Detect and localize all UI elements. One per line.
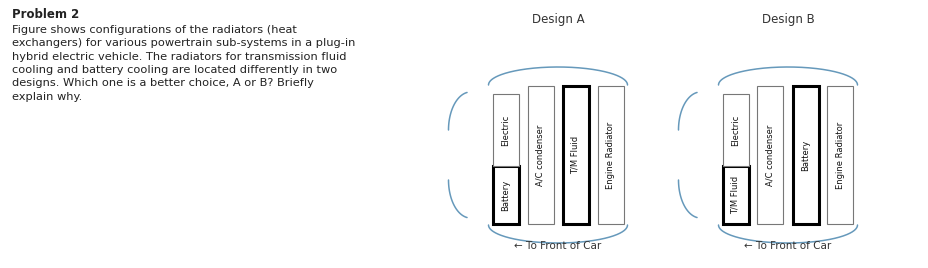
Text: ← To Front of Car: ← To Front of Car xyxy=(514,241,601,251)
Bar xyxy=(492,94,518,166)
Bar xyxy=(527,86,553,224)
Text: Battery: Battery xyxy=(800,139,809,171)
Bar xyxy=(561,86,587,224)
Bar xyxy=(827,86,853,224)
Bar xyxy=(792,86,818,224)
Bar xyxy=(756,86,782,224)
Text: Electric: Electric xyxy=(730,114,740,146)
Text: Electric: Electric xyxy=(500,114,509,146)
Text: ← To Front of Car: ← To Front of Car xyxy=(743,241,831,251)
Text: Engine Radiator: Engine Radiator xyxy=(835,121,844,189)
Bar xyxy=(722,94,748,166)
Text: Battery: Battery xyxy=(500,179,509,211)
Text: T/M Fluid: T/M Fluid xyxy=(730,176,740,214)
Text: T/M Fluid: T/M Fluid xyxy=(571,136,579,174)
Text: A/C condenser: A/C condenser xyxy=(535,124,545,186)
Bar xyxy=(722,166,748,224)
Bar xyxy=(597,86,623,224)
Text: A/C condenser: A/C condenser xyxy=(766,124,774,186)
Text: Figure shows configurations of the radiators (heat
exchangers) for various power: Figure shows configurations of the radia… xyxy=(12,25,355,102)
Text: Engine Radiator: Engine Radiator xyxy=(605,121,614,189)
Text: Design B: Design B xyxy=(761,13,814,26)
Text: Design A: Design A xyxy=(531,13,584,26)
Text: Problem 2: Problem 2 xyxy=(12,8,79,21)
Bar xyxy=(492,166,518,224)
